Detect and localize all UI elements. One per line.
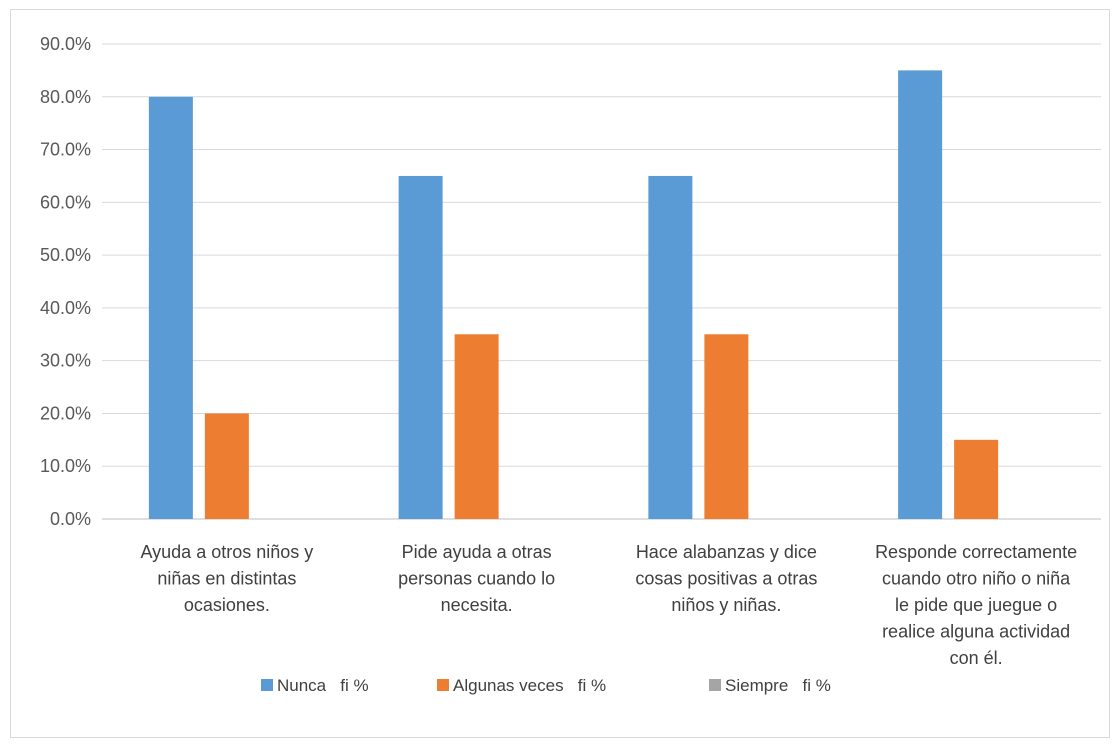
bar-nunca	[398, 175, 443, 519]
y-tick-label: 30.0%	[40, 351, 91, 371]
x-category-label: Hace alabanzas y dice cosas positivas a o…	[635, 542, 817, 615]
legend-swatch	[437, 679, 449, 691]
y-tick-label: 0.0%	[50, 509, 91, 529]
x-axis-category-labels: Ayuda a otros niños y niñas en distintas o…	[140, 542, 1077, 668]
legend-swatch	[709, 679, 721, 691]
y-tick-label: 90.0%	[40, 34, 91, 54]
legend-label: Siempre fi %	[725, 676, 831, 695]
x-category-label: Pide ayuda a otras personas cuando lo nece…	[398, 542, 555, 615]
bar-algunas-veces	[204, 413, 249, 519]
bar-algunas-veces	[954, 439, 999, 519]
bar-nunca	[648, 175, 693, 519]
y-tick-label: 70.0%	[40, 140, 91, 160]
y-tick-label: 20.0%	[40, 403, 91, 423]
legend-label: Algunas veces fi %	[453, 676, 606, 695]
bar-algunas-veces	[454, 334, 499, 519]
bar-nunca	[148, 96, 193, 520]
x-category-label: Responde correctamente cuando otro niño o…	[875, 542, 1077, 668]
y-tick-label: 60.0%	[40, 192, 91, 212]
y-tick-label: 10.0%	[40, 456, 91, 476]
chart-frame: 0.0% 10.0% 20.0% 30.0% 40.0% 50.0% 60.0% 70.0% 8…	[10, 9, 1110, 738]
x-category-label: Ayuda a otros niños y niñas en distintas o…	[140, 542, 313, 615]
gridlines	[102, 43, 1101, 520]
y-tick-label: 50.0%	[40, 245, 91, 265]
bar-chart: 0.0% 10.0% 20.0% 30.0% 40.0% 50.0% 60.0% 70.0% 8…	[40, 34, 1101, 695]
bars	[148, 70, 999, 520]
legend-label: Nunca fi %	[277, 676, 369, 695]
y-tick-label: 40.0%	[40, 298, 91, 318]
y-axis-ticks: 0.0% 10.0% 20.0% 30.0% 40.0% 50.0% 60.0% 70.0% 8…	[40, 34, 91, 529]
bar-nunca	[898, 70, 943, 519]
legend-swatch	[261, 679, 273, 691]
y-tick-label: 80.0%	[40, 87, 91, 107]
legend: Nunca fi % Algunas veces fi % Siempre fi %	[261, 676, 831, 695]
bar-algunas-veces	[704, 334, 749, 519]
